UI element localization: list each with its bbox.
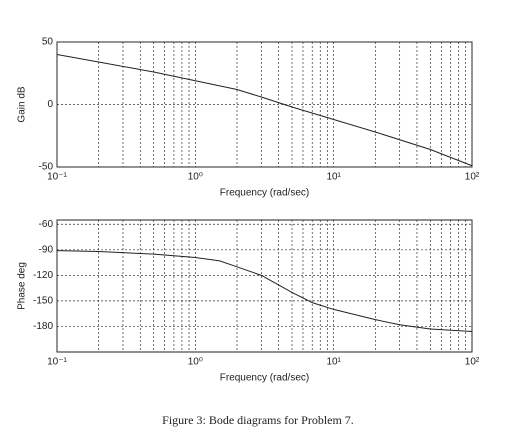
x-axis-label: Frequency (rad/sec) — [220, 373, 309, 384]
x-tick-label: 10⁻¹ — [47, 172, 67, 183]
x-tick-label: 10⁻¹ — [47, 357, 67, 368]
x-tick-label: 10⁰ — [188, 172, 203, 183]
y-tick-label: -50 — [39, 162, 54, 173]
y-tick-label: 0 — [47, 99, 53, 110]
y-tick-label: -120 — [33, 270, 53, 281]
y-tick-label: -180 — [33, 321, 53, 332]
x-tick-label: 10¹ — [326, 357, 341, 368]
y-axis-label: Gain dB — [17, 86, 28, 122]
y-tick-label: -90 — [39, 244, 54, 255]
line — [56, 54, 473, 167]
line — [56, 250, 473, 333]
x-tick-label: 10² — [465, 172, 480, 183]
y-axis-label: Phase deg — [17, 262, 28, 310]
y-tick-label: -150 — [33, 296, 53, 307]
y-tick-label: 50 — [42, 37, 54, 48]
caption: Figure 3: Bode diagrams for Problem 7. — [162, 413, 354, 427]
x-tick-label: 10¹ — [326, 172, 341, 183]
x-tick-label: 10⁰ — [188, 357, 203, 368]
x-axis-label: Frequency (rad/sec) — [220, 188, 309, 199]
x-tick-label: 10² — [465, 357, 480, 368]
plot-area — [56, 219, 473, 353]
y-tick-label: -60 — [39, 219, 54, 230]
